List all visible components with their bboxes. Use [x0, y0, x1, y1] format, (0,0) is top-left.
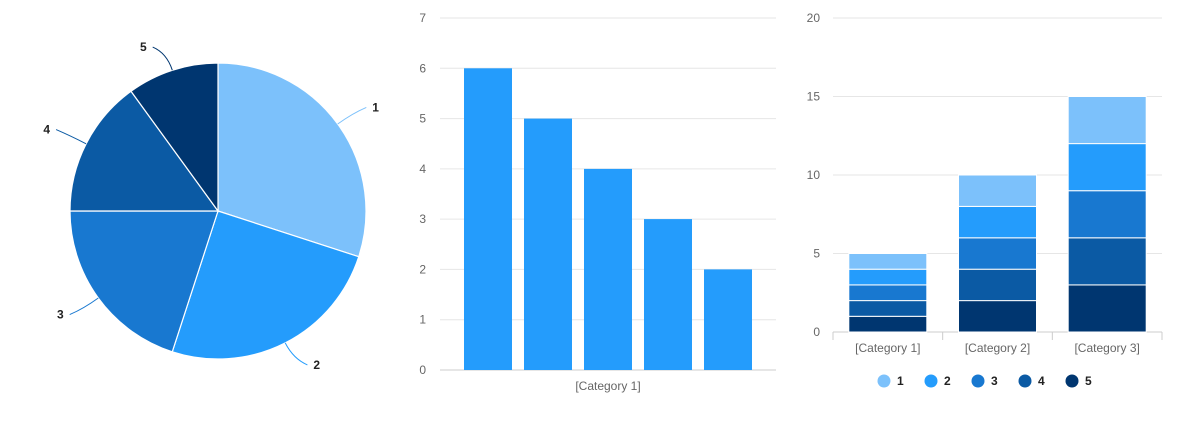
stacked-segment-4[interactable]	[848, 300, 928, 317]
legend-marker-5	[1065, 374, 1079, 388]
stacked-segment-4[interactable]	[958, 268, 1037, 302]
bar-4[interactable]	[644, 219, 692, 370]
pie-connector-4	[55, 129, 87, 145]
stacked-segment-1[interactable]	[848, 253, 928, 270]
stacked-y-tick: 10	[807, 168, 821, 182]
pie-slice-4[interactable]	[69, 90, 220, 212]
stacked-x-category: [Category 1]	[855, 341, 920, 355]
pie-label-2: 2	[313, 358, 320, 372]
bar-y-tick: 3	[419, 212, 426, 226]
legend-item-4[interactable]: 4	[1018, 374, 1046, 388]
legend-item-1[interactable]: 1	[877, 374, 905, 388]
stacked-segment-3[interactable]	[848, 284, 928, 302]
stacked-segment-4[interactable]	[1067, 237, 1147, 286]
stacked-x-category: [Category 2]	[965, 341, 1030, 355]
pie-label-3: 3	[57, 308, 64, 322]
legend-label-3: 3	[991, 374, 998, 388]
stacked-y-tick: 15	[807, 90, 821, 104]
stacked-segment-2[interactable]	[848, 268, 928, 286]
bar-chart: 0 1 2 3 4 5 6 7 [Category 1]	[419, 11, 776, 393]
bar-y-tick: 7	[419, 11, 426, 25]
pie-slice-5[interactable]	[130, 62, 219, 213]
bar-y-tick: 4	[419, 162, 426, 176]
pie-connector-2	[284, 342, 308, 366]
legend-item-5[interactable]: 5	[1065, 374, 1093, 388]
bar-y-tick: 2	[419, 262, 426, 276]
pie-label-4: 4	[43, 123, 50, 137]
stacked-segment-3[interactable]	[1067, 190, 1147, 239]
stacked-y-tick: 20	[807, 11, 821, 25]
bar-3[interactable]	[584, 168, 632, 370]
stacked-segment-2[interactable]	[1067, 143, 1147, 192]
legend-label-4: 4	[1038, 374, 1045, 388]
legend-label-1: 1	[897, 374, 904, 388]
stacked-segment-5[interactable]	[1067, 284, 1147, 333]
pie-label-5: 5	[140, 40, 147, 54]
pie-slice-3[interactable]	[69, 210, 219, 353]
stacked-segment-2[interactable]	[958, 205, 1037, 239]
pie-connector-1	[337, 106, 367, 125]
pie-slice-2[interactable]	[171, 210, 360, 360]
legend-marker-1	[877, 374, 891, 388]
legend-label-5: 5	[1085, 374, 1092, 388]
legend-label-2: 2	[944, 374, 951, 388]
stacked-x-category: [Category 3]	[1074, 341, 1139, 355]
bar-y-tick: 1	[419, 313, 426, 327]
pie-label-1: 1	[372, 100, 379, 114]
bar-y-tick: 5	[419, 112, 426, 126]
bar-y-tick: 6	[419, 61, 426, 75]
legend-marker-4	[1018, 374, 1032, 388]
bar-x-category: [Category 1]	[575, 379, 640, 393]
stacked-segment-5[interactable]	[848, 315, 928, 333]
bar-1[interactable]	[464, 68, 512, 371]
legend-marker-3	[971, 374, 985, 388]
stacked-segment-3[interactable]	[958, 237, 1037, 270]
stacked-segment-1[interactable]	[958, 174, 1037, 207]
bar-y-tick: 0	[419, 363, 426, 377]
bar-2[interactable]	[524, 118, 572, 370]
stacked-y-tick: 0	[813, 325, 820, 339]
legend-item-3[interactable]: 3	[971, 374, 999, 388]
bar-5[interactable]	[704, 269, 752, 370]
legend-item-2[interactable]: 2	[924, 374, 952, 388]
legend-marker-2	[924, 374, 938, 388]
stacked-y-tick: 5	[813, 247, 820, 261]
pie-chart: 1 2 3 4 5	[43, 40, 379, 372]
pie-connector-3	[69, 297, 99, 316]
stacked-segment-5[interactable]	[958, 300, 1037, 333]
pie-connector-5	[152, 46, 173, 71]
stacked-segment-1[interactable]	[1067, 96, 1147, 145]
